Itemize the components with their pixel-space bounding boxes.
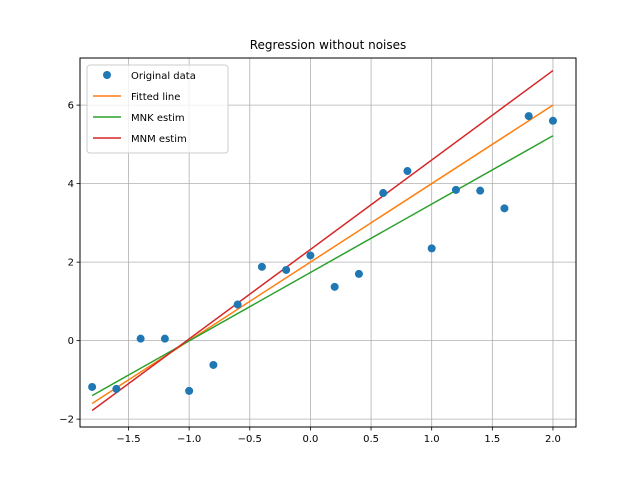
grid — [80, 58, 576, 427]
data-point — [476, 186, 485, 195]
data-point — [185, 386, 194, 395]
data-points — [88, 112, 557, 395]
y-tick-label: 4 — [68, 179, 74, 190]
x-tick-label: −0.5 — [238, 434, 262, 445]
data-point — [88, 382, 97, 391]
x-tick-label: −1.5 — [116, 434, 140, 445]
data-point — [379, 189, 388, 198]
data-point — [136, 334, 145, 343]
plot-frame — [79, 57, 577, 428]
x-tick-label: −1.0 — [177, 434, 201, 445]
series-line-mnk-estim — [91, 135, 554, 397]
data-point — [160, 334, 169, 343]
legend-label-original-data: Original data — [131, 71, 196, 82]
series-line-mnm-estim — [91, 69, 554, 412]
data-point — [330, 282, 339, 291]
data-point — [282, 265, 291, 274]
x-tick-label: 0.0 — [302, 434, 318, 445]
x-tick-label: 1.0 — [424, 434, 440, 445]
data-point — [403, 167, 412, 176]
x-tick-label: 0.5 — [363, 434, 379, 445]
data-point — [548, 116, 557, 125]
legend: Original data Fitted line MNK estim MNM est… — [86, 64, 229, 154]
data-point — [524, 112, 533, 121]
legend-label-fitted-line: Fitted line — [131, 92, 180, 103]
legend-label-mnm-estim: MNM estim — [131, 134, 187, 145]
data-point — [427, 244, 436, 253]
y-tick-label: 2 — [68, 258, 74, 269]
data-point — [354, 269, 363, 278]
x-tick-label: 2.0 — [545, 434, 561, 445]
data-point — [112, 384, 121, 393]
data-point — [233, 300, 242, 309]
x-tick-label: 1.5 — [484, 434, 500, 445]
series-lines — [91, 69, 554, 412]
y-tick-label: 0 — [68, 336, 74, 347]
y-tick-label: 6 — [68, 101, 74, 112]
legend-label-mnk-estim: MNK estim — [131, 113, 185, 124]
axis-ticks: −1.5 −1.0 −0.5 0.0 0.5 1.0 1.5 2.0 −2 0 2 4 6 — [59, 101, 561, 445]
legend-box — [86, 64, 229, 154]
data-point — [209, 360, 218, 369]
data-point — [257, 262, 266, 271]
data-point — [306, 251, 315, 260]
legend-marker-original-data — [103, 71, 111, 79]
chart-title: Regression without noises — [250, 38, 407, 52]
data-point — [500, 204, 509, 213]
data-point — [451, 185, 460, 194]
y-tick-label: −2 — [59, 415, 74, 426]
